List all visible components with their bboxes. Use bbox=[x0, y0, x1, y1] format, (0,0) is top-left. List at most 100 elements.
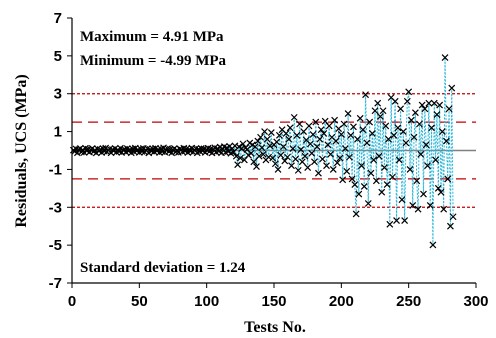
residual-point bbox=[428, 124, 435, 132]
residual-point bbox=[389, 173, 396, 181]
maximum-annotation: Maximum = 4.91 MPa bbox=[80, 29, 224, 45]
residual-point bbox=[251, 143, 259, 151]
residual-point bbox=[363, 139, 371, 147]
residual-point bbox=[337, 130, 345, 138]
residual-point bbox=[367, 169, 375, 177]
residual-point bbox=[351, 181, 359, 188]
residual-point bbox=[336, 154, 344, 162]
residual-point bbox=[405, 88, 413, 96]
residual-point bbox=[297, 146, 305, 153]
residual-point bbox=[401, 217, 409, 224]
residual-point bbox=[259, 150, 267, 158]
residual-point bbox=[356, 114, 364, 122]
residual-point bbox=[413, 177, 421, 185]
residual-point bbox=[298, 158, 306, 166]
residual-point bbox=[410, 133, 418, 141]
residual-point bbox=[290, 113, 298, 121]
residual-point bbox=[293, 131, 301, 139]
residual-point bbox=[325, 122, 333, 130]
residual-point bbox=[374, 99, 382, 107]
residual-point bbox=[393, 217, 400, 224]
residual-point bbox=[444, 175, 452, 183]
residual-point bbox=[364, 200, 372, 207]
residual-point bbox=[406, 166, 414, 173]
residual-point bbox=[316, 135, 324, 143]
residual-point bbox=[300, 128, 308, 135]
y-axis-title: Residuals, UCS (MPa) bbox=[13, 74, 30, 227]
residual-point bbox=[323, 162, 330, 170]
residual-point bbox=[253, 163, 260, 171]
residual-point bbox=[266, 142, 274, 150]
residual-point bbox=[403, 97, 411, 105]
residual-point bbox=[239, 140, 247, 148]
residual-point bbox=[344, 110, 352, 118]
residual-point bbox=[315, 169, 322, 177]
residual-point bbox=[378, 188, 386, 196]
residual-point bbox=[271, 160, 279, 168]
residual-point bbox=[345, 153, 353, 161]
residual-point bbox=[273, 138, 281, 146]
minimum-annotation: Minimum = -4.99 MPa bbox=[80, 53, 227, 69]
residual-point bbox=[261, 128, 268, 135]
residual-point bbox=[433, 111, 441, 118]
residual-point bbox=[317, 126, 325, 134]
residual-point bbox=[265, 153, 273, 161]
residual-point bbox=[416, 120, 423, 128]
residual-point bbox=[231, 142, 239, 150]
residual-point bbox=[340, 120, 348, 128]
residual-point bbox=[438, 128, 446, 135]
y-tick-label: 5 bbox=[54, 48, 62, 65]
std-annotation: Standard deviation = 1.24 bbox=[80, 260, 246, 276]
residual-point bbox=[385, 135, 392, 143]
residual-point bbox=[183, 145, 190, 153]
y-tick-label: -7 bbox=[49, 275, 62, 292]
residual-point bbox=[414, 205, 422, 213]
residual-point bbox=[313, 143, 321, 151]
residual-point bbox=[407, 116, 415, 124]
residual-point bbox=[347, 131, 355, 139]
x-tick-label: 100 bbox=[194, 293, 219, 310]
residual-point bbox=[424, 162, 431, 170]
y-tick-label: 1 bbox=[54, 124, 62, 141]
residual-point bbox=[429, 241, 437, 249]
residual-point bbox=[449, 213, 457, 221]
residual-point bbox=[436, 101, 444, 109]
residual-point bbox=[257, 133, 264, 141]
residual-point bbox=[238, 145, 246, 153]
residual-point bbox=[372, 177, 380, 185]
residual-point bbox=[236, 154, 244, 162]
residual-point bbox=[440, 205, 448, 213]
y-tick-label: -5 bbox=[49, 237, 62, 254]
residual-point bbox=[327, 150, 334, 158]
residual-point bbox=[430, 99, 438, 107]
residual-point bbox=[312, 118, 320, 126]
residual-point bbox=[362, 91, 369, 99]
residual-point bbox=[425, 99, 433, 107]
residual-point bbox=[267, 129, 275, 136]
x-tick-label: 150 bbox=[261, 293, 286, 310]
residual-point bbox=[309, 130, 317, 138]
residual-point bbox=[232, 152, 240, 160]
residual-point bbox=[329, 166, 337, 173]
y-tick-label: 7 bbox=[54, 10, 62, 27]
residual-point bbox=[355, 190, 363, 198]
residual-point bbox=[386, 220, 394, 228]
residual-point bbox=[409, 201, 417, 209]
axes bbox=[67, 17, 477, 288]
residual-point bbox=[258, 144, 266, 152]
residual-point bbox=[382, 122, 390, 130]
residual-point bbox=[348, 175, 356, 183]
residual-point bbox=[282, 130, 290, 137]
residual-point bbox=[434, 184, 442, 192]
residual-point bbox=[263, 135, 271, 143]
x-tick-label: 300 bbox=[463, 293, 488, 310]
residual-point bbox=[422, 141, 430, 149]
residual-point bbox=[381, 164, 388, 171]
residual-point bbox=[339, 176, 347, 184]
residual-point bbox=[375, 152, 383, 160]
residual-point bbox=[420, 190, 427, 198]
residual-point bbox=[308, 149, 316, 157]
residual-point bbox=[288, 162, 295, 170]
residual-point bbox=[350, 123, 357, 131]
